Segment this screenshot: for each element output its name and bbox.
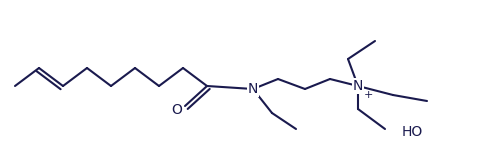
Text: O: O (171, 103, 183, 117)
Text: N: N (353, 79, 363, 93)
Text: HO: HO (402, 125, 423, 139)
Text: N: N (248, 82, 258, 96)
Text: +: + (363, 90, 373, 100)
